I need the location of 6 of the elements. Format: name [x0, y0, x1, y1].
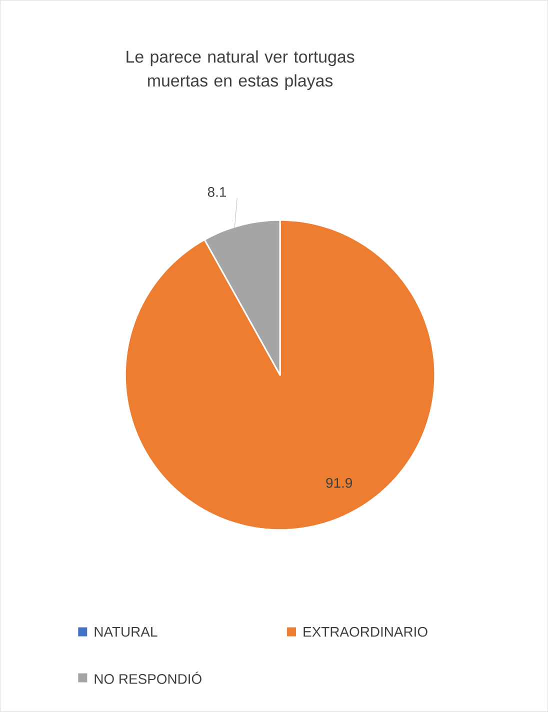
data-label: 8.1 [208, 187, 226, 197]
data-label: 91.9 [326, 478, 352, 488]
legend-label: NO RESPONDIÓ [94, 672, 202, 684]
legend-label: EXTRAORDINARIO [304, 626, 428, 637]
legend-label: NATURAL [94, 626, 158, 637]
chart-title: Le parece natural ver tortugas muertas en estas playas [126, 50, 354, 90]
